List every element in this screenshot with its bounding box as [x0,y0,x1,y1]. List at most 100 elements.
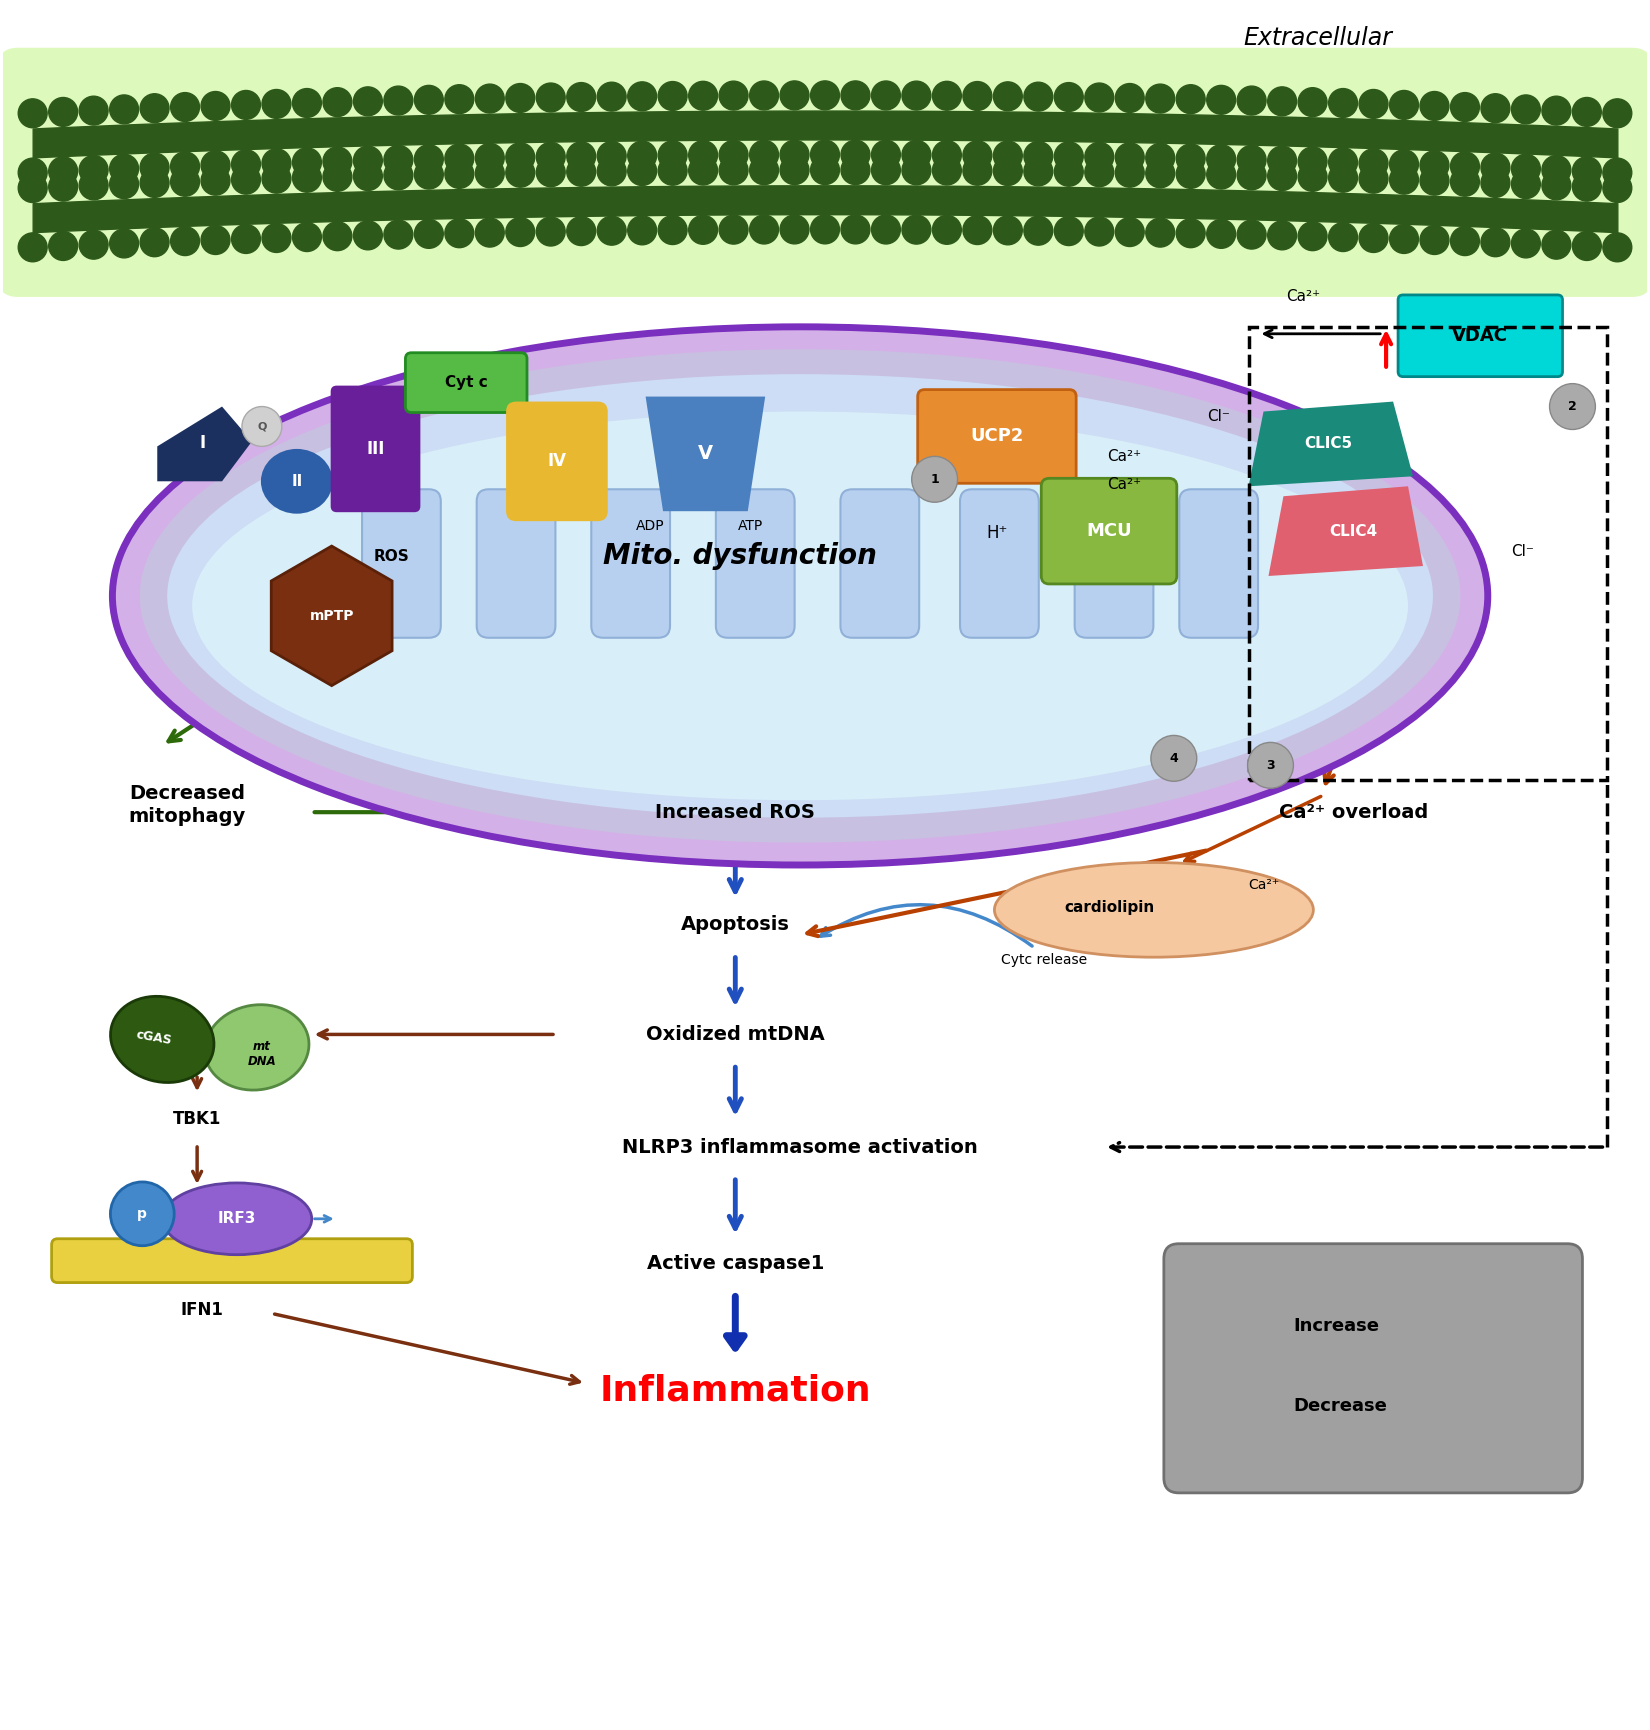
Circle shape [842,140,870,170]
Circle shape [1267,221,1297,249]
Circle shape [507,159,535,187]
Circle shape [1389,151,1419,178]
Circle shape [414,161,444,189]
Ellipse shape [995,863,1313,957]
Circle shape [1389,225,1419,253]
Circle shape [658,216,686,244]
Circle shape [1084,216,1114,246]
Circle shape [201,166,229,195]
Text: ATP: ATP [738,519,762,533]
Circle shape [993,81,1023,111]
Circle shape [1450,227,1480,256]
Circle shape [79,230,109,260]
Circle shape [1299,147,1327,176]
Text: Ca²⁺: Ca²⁺ [1247,877,1279,893]
Text: I: I [200,434,205,453]
Circle shape [597,157,625,185]
Circle shape [842,215,870,244]
Text: IRF3: IRF3 [218,1211,256,1227]
Circle shape [262,164,290,194]
Circle shape [201,225,229,254]
Circle shape [1025,157,1053,185]
Text: Decreased
mitophagy: Decreased mitophagy [129,784,246,827]
Circle shape [384,145,412,175]
Circle shape [262,149,290,178]
Circle shape [780,215,808,244]
Circle shape [1450,93,1480,121]
Text: TBK1: TBK1 [173,1111,221,1128]
Circle shape [323,163,351,192]
Text: Inflammation: Inflammation [599,1374,871,1406]
Text: Cytc release: Cytc release [1002,953,1087,967]
Circle shape [475,144,505,173]
Text: Cyt c: Cyt c [446,375,488,391]
Circle shape [932,81,962,111]
Circle shape [231,225,261,253]
Ellipse shape [140,349,1460,843]
Text: Decrease: Decrease [1294,1398,1388,1415]
Polygon shape [1269,486,1422,576]
FancyBboxPatch shape [591,490,670,638]
Circle shape [1511,154,1541,183]
Text: Apoptosis: Apoptosis [681,915,790,934]
Circle shape [658,140,686,170]
Circle shape [1602,234,1632,261]
Circle shape [243,407,282,446]
Text: V: V [698,445,713,464]
Circle shape [1328,147,1358,176]
Circle shape [1152,735,1196,782]
Text: H⁺: H⁺ [987,524,1008,541]
Circle shape [1238,86,1266,114]
Circle shape [446,159,474,189]
Circle shape [140,168,168,197]
Circle shape [688,140,718,170]
Circle shape [414,85,444,114]
Circle shape [1549,384,1596,429]
Circle shape [262,90,290,118]
Circle shape [810,156,840,185]
Circle shape [109,154,139,183]
Circle shape [810,140,840,170]
Circle shape [231,166,261,194]
Circle shape [1421,151,1449,180]
Circle shape [1115,83,1143,112]
Circle shape [993,142,1023,170]
Text: cardiolipin: cardiolipin [1064,900,1153,915]
Circle shape [1541,156,1571,185]
Text: cGAS: cGAS [135,1028,173,1047]
Polygon shape [271,547,393,685]
Circle shape [353,145,383,175]
Circle shape [1421,166,1449,195]
Circle shape [384,161,412,190]
Text: 1: 1 [931,472,939,486]
Circle shape [170,93,200,121]
Circle shape [1602,173,1632,202]
Circle shape [201,92,229,121]
Circle shape [932,140,962,170]
Circle shape [810,81,840,109]
Circle shape [1054,83,1084,111]
Circle shape [903,140,931,170]
Circle shape [507,144,535,171]
Circle shape [140,228,168,256]
Ellipse shape [112,327,1488,865]
FancyBboxPatch shape [960,490,1040,638]
FancyBboxPatch shape [0,48,1650,298]
Circle shape [140,152,168,182]
Circle shape [1482,168,1510,197]
Circle shape [1360,149,1388,178]
Circle shape [566,157,596,187]
Circle shape [1299,163,1327,192]
Circle shape [1511,170,1541,199]
Circle shape [446,218,474,247]
Text: Cl⁻: Cl⁻ [1208,408,1231,424]
Circle shape [79,156,109,185]
Circle shape [414,145,444,173]
Circle shape [353,86,383,116]
Circle shape [323,221,351,251]
Text: II: II [290,474,302,490]
Circle shape [323,88,351,116]
Circle shape [842,156,870,185]
FancyBboxPatch shape [1398,294,1563,377]
Circle shape [964,156,992,185]
